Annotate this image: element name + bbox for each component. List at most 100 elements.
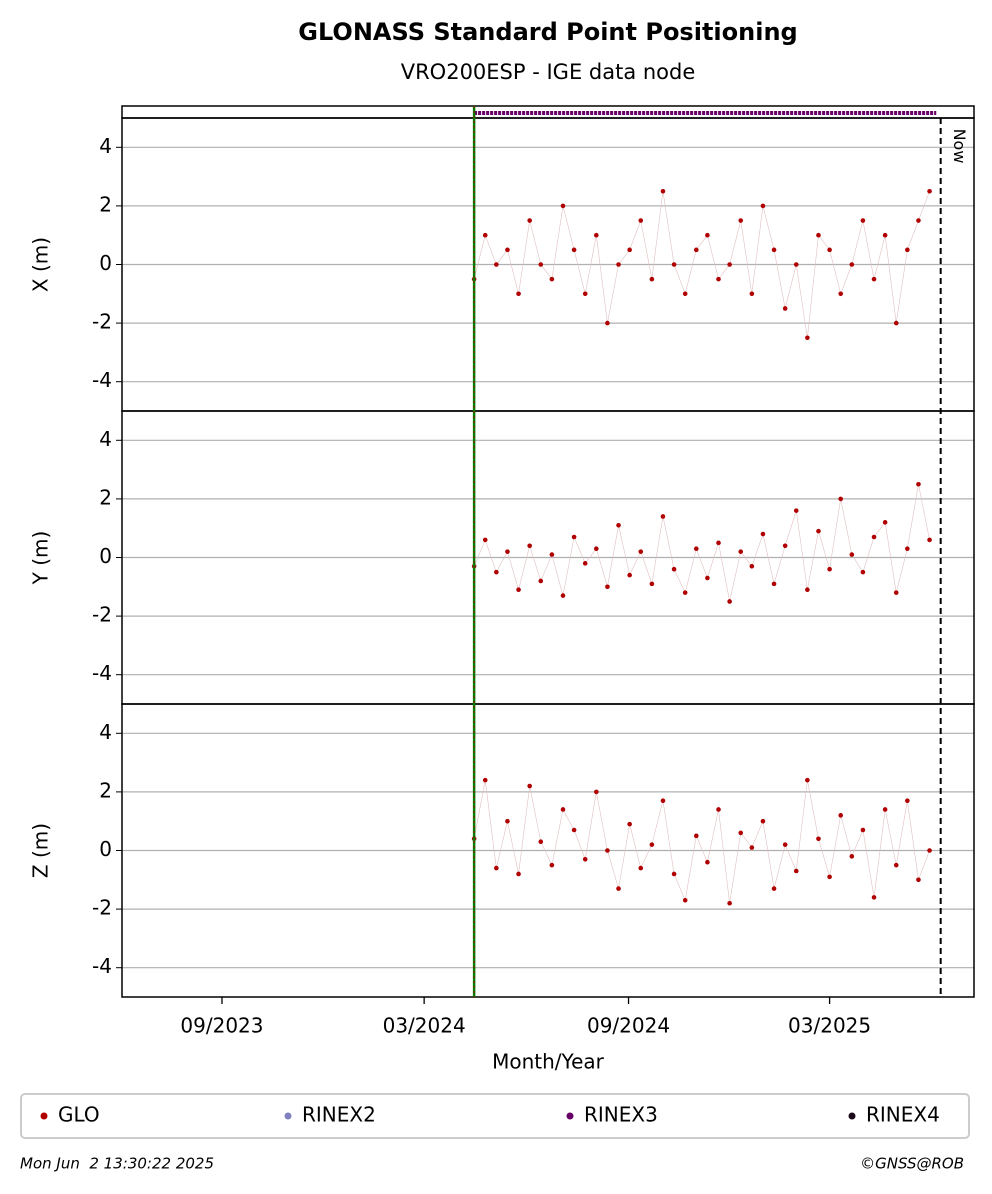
- data-point: [893, 590, 899, 595]
- data-point: [871, 895, 877, 900]
- data-point: [905, 247, 910, 253]
- chart-title: GLONASS Standard Point Positioning: [298, 18, 797, 46]
- data-point: [727, 599, 732, 604]
- data-point: [516, 291, 521, 297]
- x-tick-label: 03/2024: [383, 1014, 466, 1038]
- y-tick-label: -4: [92, 954, 112, 978]
- data-point: [560, 203, 566, 209]
- data-point: [605, 584, 610, 590]
- data-point: [749, 563, 755, 569]
- data-point: [649, 581, 655, 587]
- data-point: [627, 821, 632, 827]
- data-point: [638, 865, 644, 871]
- data-point: [749, 291, 755, 297]
- data-point: [727, 262, 732, 267]
- data-point: [905, 546, 910, 552]
- data-line: [473, 780, 930, 904]
- data-point: [805, 587, 810, 593]
- data-point: [838, 813, 844, 818]
- data-point: [793, 868, 799, 874]
- data-point: [505, 247, 510, 253]
- data-point: [582, 856, 588, 862]
- y-tick-label: 0: [99, 544, 112, 568]
- data-point: [549, 276, 555, 282]
- x-tick-label: 09/2023: [180, 1014, 263, 1038]
- data-point: [927, 188, 932, 194]
- data-point: [849, 552, 855, 557]
- y-tick-label: 4: [99, 134, 112, 158]
- data-point: [860, 569, 866, 575]
- data-point: [571, 827, 577, 833]
- data-point: [494, 865, 499, 871]
- data-point: [527, 543, 532, 549]
- data-point: [716, 807, 721, 812]
- legend-marker: [40, 1112, 48, 1120]
- data-point: [505, 818, 510, 824]
- data-point: [660, 514, 666, 519]
- data-point: [738, 830, 744, 836]
- data-point: [605, 848, 610, 853]
- data-point: [838, 291, 844, 297]
- x-axis-label: Month/Year: [492, 1050, 605, 1074]
- data-point: [594, 232, 599, 238]
- data-point: [782, 306, 788, 311]
- data-point: [627, 247, 632, 253]
- data-point: [716, 540, 721, 546]
- data-point: [860, 827, 866, 833]
- data-point: [871, 534, 877, 540]
- data-point: [638, 218, 644, 223]
- data-point: [916, 877, 921, 883]
- data-point: [705, 232, 710, 238]
- data-point: [571, 534, 577, 540]
- data-point: [760, 203, 766, 209]
- legend-marker: [566, 1112, 574, 1120]
- y-tick-label: -4: [92, 368, 112, 392]
- y-tick-label: 0: [99, 251, 112, 275]
- data-point: [793, 508, 799, 513]
- legend-marker: [848, 1112, 856, 1120]
- data-point: [538, 839, 544, 845]
- data-point: [505, 549, 510, 554]
- data-point: [927, 848, 932, 853]
- data-point: [516, 871, 521, 877]
- data-point: [860, 218, 866, 223]
- data-point: [716, 276, 721, 282]
- data-point: [638, 549, 644, 554]
- y-tick-label: 2: [99, 778, 112, 802]
- data-point: [549, 552, 555, 557]
- data-point: [682, 291, 688, 297]
- y-tick-label: 4: [99, 427, 112, 451]
- data-point: [760, 531, 766, 537]
- data-point: [693, 546, 699, 552]
- data-point: [682, 590, 688, 595]
- data-point: [605, 320, 610, 326]
- data-point: [771, 581, 777, 587]
- data-point: [849, 854, 855, 859]
- data-point: [616, 886, 621, 891]
- legend-label: RINEX3: [584, 1103, 658, 1127]
- y-tick-label: 0: [99, 837, 112, 861]
- data-point: [693, 833, 699, 839]
- legend-marker: [284, 1112, 292, 1120]
- data-point: [660, 188, 666, 194]
- y-tick-label: -2: [92, 603, 112, 627]
- data-point: [871, 276, 877, 282]
- data-point: [782, 842, 788, 847]
- data-point: [793, 262, 799, 267]
- data-point: [771, 886, 777, 891]
- data-point: [527, 783, 532, 789]
- data-point: [560, 593, 566, 598]
- data-point: [671, 871, 677, 877]
- data-point: [693, 247, 699, 253]
- legend-label: RINEX2: [302, 1103, 376, 1127]
- data-point: [671, 566, 677, 572]
- legend-label: RINEX4: [866, 1103, 940, 1127]
- data-point: [482, 537, 488, 543]
- data-point: [527, 218, 532, 223]
- data-point: [705, 575, 710, 581]
- footer-right: ©GNSS@ROB: [860, 1155, 964, 1173]
- data-point: [538, 578, 544, 584]
- data-point: [627, 572, 632, 578]
- data-point: [893, 320, 899, 326]
